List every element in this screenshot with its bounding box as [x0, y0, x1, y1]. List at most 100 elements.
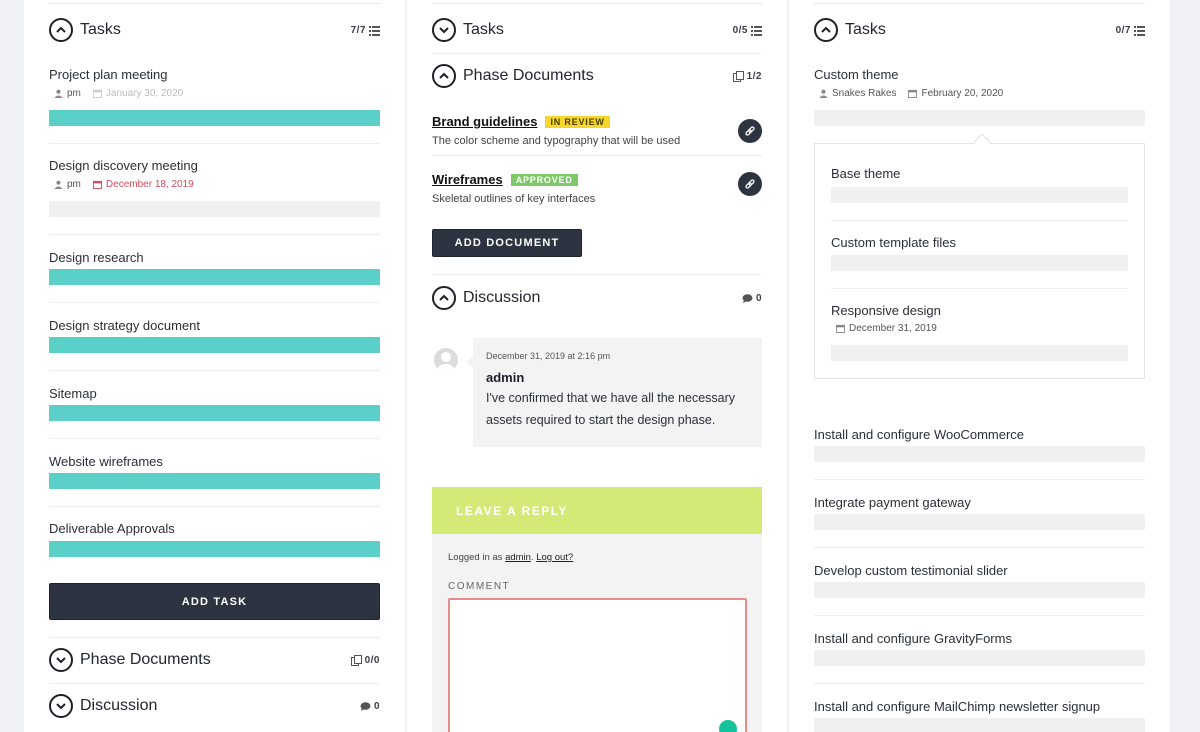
comment-icon: [742, 293, 753, 303]
chevron-down-icon[interactable]: [49, 694, 73, 718]
task-due-date: February 20, 2020: [908, 88, 1003, 99]
task-title[interactable]: Install and configure GravityForms: [814, 631, 1012, 646]
divider: [49, 438, 380, 439]
tasks-section-header[interactable]: Tasks 7/7: [49, 15, 380, 45]
chevron-up-icon[interactable]: [432, 64, 456, 88]
divider: [814, 479, 1145, 480]
task-progress-bar: [814, 514, 1145, 530]
task-progress-bar: [814, 110, 1145, 126]
comment-count: 0: [742, 293, 762, 304]
divider: [432, 53, 762, 54]
calendar-icon: [92, 89, 102, 98]
comment-textarea[interactable]: [448, 598, 747, 732]
leave-reply-header: LEAVE A REPLY: [432, 487, 762, 534]
task-item[interactable]: Design research: [49, 250, 380, 265]
task-item[interactable]: Integrate payment gateway: [814, 495, 1145, 510]
add-task-button[interactable]: ADD TASK: [49, 583, 380, 620]
task-title[interactable]: Custom theme: [814, 67, 899, 82]
task-item[interactable]: Project plan meeting pm January 30, 2020: [49, 67, 380, 99]
section-title: Discussion: [80, 697, 158, 714]
status-badge-in-review: IN REVIEW: [545, 116, 610, 128]
discussion-section-header[interactable]: Discussion 0: [432, 283, 762, 313]
subtask-title[interactable]: Custom template files: [831, 235, 956, 250]
logged-in-user-link[interactable]: admin: [505, 552, 531, 563]
task-count: 7/7: [351, 25, 380, 36]
subtask-progress-bar: [831, 187, 1128, 203]
subtask-title[interactable]: Responsive design: [831, 303, 941, 318]
user-icon: [54, 89, 63, 98]
tasks-section-header[interactable]: Tasks 0/7: [814, 15, 1145, 45]
subtasks-panel: Base theme Custom template files Respons…: [814, 143, 1145, 379]
divider: [49, 302, 380, 303]
link-button[interactable]: [738, 172, 762, 196]
task-item[interactable]: Design discovery meeting pm December 18,…: [49, 158, 380, 190]
document-title-link[interactable]: Brand guidelines: [432, 114, 538, 129]
section-title: Tasks: [845, 21, 886, 38]
task-title[interactable]: Install and configure WooCommerce: [814, 427, 1025, 442]
bubble-pointer: [467, 356, 473, 368]
avatar: [434, 348, 458, 372]
task-title[interactable]: Design research: [49, 250, 144, 265]
divider: [814, 683, 1145, 684]
document-item: Wireframes APPROVED Skeletal outlines of …: [432, 171, 762, 205]
task-title[interactable]: Integrate payment gateway: [814, 495, 971, 510]
log-out-link[interactable]: Log out?: [536, 552, 574, 563]
calendar-icon: [836, 324, 845, 333]
task-item[interactable]: Install and configure MailChimp newslett…: [814, 699, 1145, 714]
task-item[interactable]: Install and configure WooCommerce: [814, 427, 1145, 442]
top-divider: [814, 3, 1145, 4]
task-item[interactable]: Develop custom testimonial slider: [814, 563, 1145, 578]
task-progress-bar: [814, 446, 1145, 462]
tasks-section-header[interactable]: Tasks 0/5: [432, 15, 762, 45]
phase-documents-section-header[interactable]: Phase Documents 0/0: [49, 645, 380, 675]
task-title[interactable]: Deliverable Approvals: [49, 521, 175, 536]
divider: [49, 506, 380, 507]
task-progress-bar: [49, 541, 380, 557]
task-progress-bar: [814, 650, 1145, 666]
task-item[interactable]: Design strategy document: [49, 318, 380, 333]
list-icon: [369, 25, 380, 36]
task-progress-bar: [814, 582, 1145, 598]
chevron-down-icon[interactable]: [49, 648, 73, 672]
add-document-button[interactable]: ADD DOCUMENT: [432, 229, 582, 257]
comment-icon: [360, 701, 371, 711]
chevron-up-icon[interactable]: [814, 18, 838, 42]
task-item[interactable]: Deliverable Approvals: [49, 521, 380, 536]
comment-text: I've confirmed that we have all the nece…: [486, 391, 736, 427]
task-count: 0/5: [733, 25, 762, 36]
phase-documents-section-header[interactable]: Phase Documents 1/2: [432, 61, 762, 91]
task-item[interactable]: Install and configure GravityForms: [814, 631, 1145, 646]
document-item: Brand guidelines IN REVIEW The color sche…: [432, 113, 762, 147]
task-title[interactable]: Install and configure MailChimp newslett…: [814, 699, 1101, 714]
task-progress-bar: [49, 201, 380, 217]
task-title[interactable]: Sitemap: [49, 386, 97, 401]
task-title[interactable]: Project plan meeting: [49, 67, 168, 82]
discussion-section-header[interactable]: Discussion 0: [49, 691, 380, 721]
task-item[interactable]: Sitemap: [49, 386, 380, 401]
grammarly-icon[interactable]: [719, 720, 737, 732]
subtask-title[interactable]: Base theme: [831, 166, 901, 181]
task-item[interactable]: Website wireframes: [49, 454, 380, 469]
divider: [49, 234, 380, 235]
task-title[interactable]: Develop custom testimonial slider: [814, 563, 1008, 578]
task-progress-bar: [49, 337, 380, 353]
chevron-down-icon[interactable]: [432, 18, 456, 42]
divider: [49, 683, 380, 684]
chevron-up-icon[interactable]: [49, 18, 73, 42]
link-button[interactable]: [738, 119, 762, 143]
document-title-link[interactable]: Wireframes: [432, 172, 503, 187]
list-icon: [751, 25, 762, 36]
task-title[interactable]: Website wireframes: [49, 454, 163, 469]
chevron-up-icon[interactable]: [432, 286, 456, 310]
subtask-progress-bar: [831, 255, 1128, 271]
section-title: Phase Documents: [80, 651, 211, 668]
divider: [831, 288, 1128, 289]
subtask-progress-bar: [831, 345, 1128, 361]
user-icon: [54, 180, 63, 189]
copy-icon: [350, 654, 362, 666]
project-phase-column-3: Tasks 0/7 Custom theme Snakes Rakes Febr…: [789, 0, 1170, 732]
task-title[interactable]: Design strategy document: [49, 318, 201, 333]
task-item[interactable]: Custom theme Snakes Rakes February 20, 2…: [814, 67, 1145, 99]
subtask-due-date: December 31, 2019: [831, 323, 937, 334]
task-title[interactable]: Design discovery meeting: [49, 158, 198, 173]
